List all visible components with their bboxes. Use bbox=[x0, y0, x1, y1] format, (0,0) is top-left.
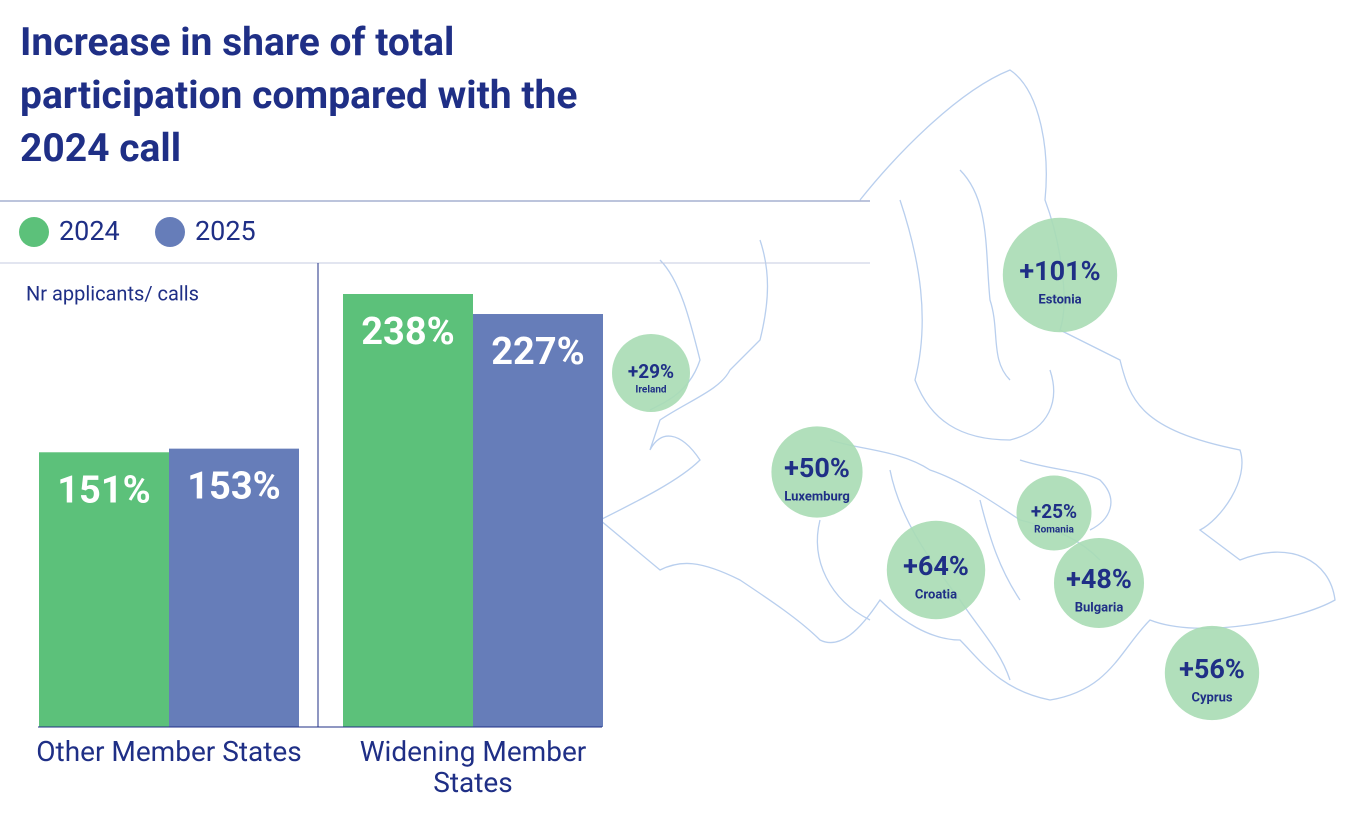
value-label: 151% bbox=[57, 468, 151, 512]
legend-swatch bbox=[155, 217, 185, 247]
bubble bbox=[771, 426, 863, 518]
bubble-country-label: Croatia bbox=[915, 587, 957, 602]
bubble-value-label: +64% bbox=[903, 550, 969, 582]
legend-label: 2024 bbox=[59, 215, 120, 247]
bubble-country-label: Romania bbox=[1034, 525, 1074, 536]
chart-title: Increase in share of total participation… bbox=[20, 19, 578, 171]
bubble-value-label: +48% bbox=[1066, 563, 1132, 595]
legend-swatch bbox=[19, 217, 49, 247]
value-label: 227% bbox=[491, 330, 585, 374]
bar bbox=[169, 448, 299, 727]
value-label: 153% bbox=[187, 465, 281, 509]
bubble-country-label: Luxemburg bbox=[784, 489, 850, 504]
bubble-country-label: Cyprus bbox=[1191, 690, 1232, 705]
bubble-country-label: Ireland bbox=[635, 385, 666, 396]
legend-label: 2025 bbox=[195, 215, 256, 247]
bubble-country-label: Estonia bbox=[1038, 292, 1081, 307]
bubble bbox=[1053, 537, 1145, 629]
bubble bbox=[1002, 217, 1118, 333]
bubble bbox=[1016, 475, 1092, 551]
bubble-value-label: +50% bbox=[784, 452, 850, 484]
x-tick-label: Other Member States bbox=[36, 735, 302, 768]
x-tick-label: Widening Member States bbox=[359, 735, 587, 799]
value-label: 238% bbox=[361, 310, 455, 354]
bubble-value-label: +101% bbox=[1019, 255, 1100, 287]
y-axis-label: Nr applicants/ calls bbox=[26, 281, 199, 305]
bubble-value-label: +29% bbox=[628, 360, 674, 383]
bubble bbox=[611, 333, 691, 413]
bar bbox=[473, 314, 603, 727]
bubble-value-label: +25% bbox=[1031, 500, 1077, 523]
bubble-value-label: +56% bbox=[1179, 653, 1245, 685]
bar bbox=[343, 294, 473, 727]
bubble bbox=[1164, 625, 1260, 721]
bubble bbox=[886, 520, 986, 620]
bar bbox=[39, 452, 169, 727]
bubble-country-label: Bulgaria bbox=[1075, 600, 1124, 615]
